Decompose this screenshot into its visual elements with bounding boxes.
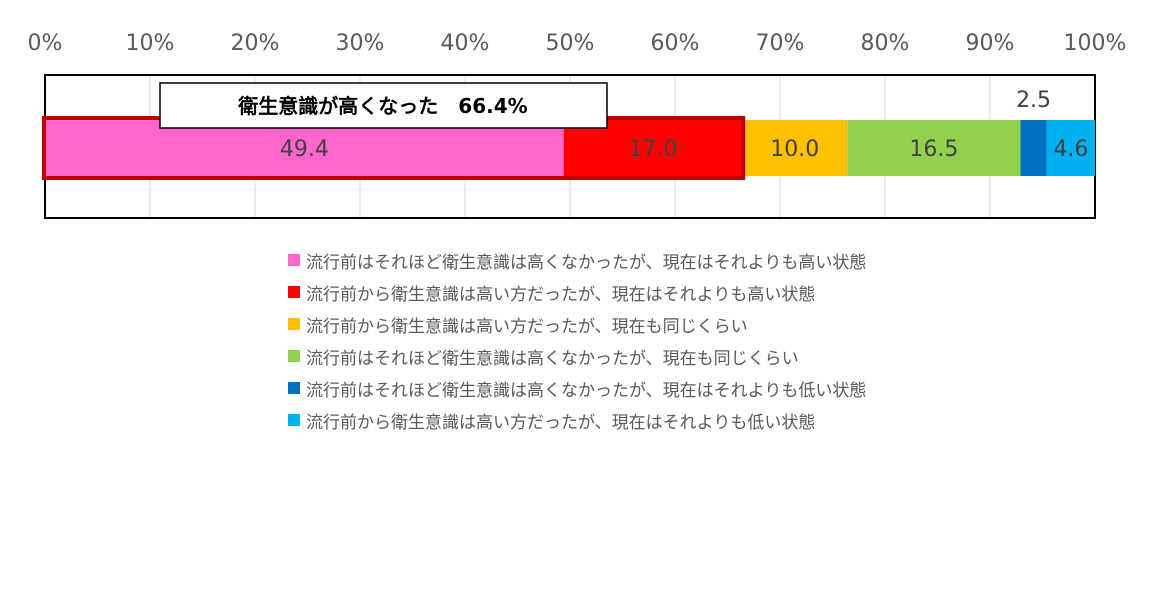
x-tick-label: 80%: [861, 31, 910, 56]
annotation-text: 衛生意識が高くなった 66.4%: [237, 94, 527, 118]
x-tick-label: 50%: [546, 31, 595, 56]
x-tick-label: 60%: [651, 31, 700, 56]
bar-segment: [1020, 120, 1047, 176]
bar-segments: [45, 120, 1095, 176]
legend-swatch: [288, 286, 300, 298]
legend-swatch: [288, 254, 300, 266]
legend-label: 流行前はそれほど衛生意識は高くなかったが、現在はそれよりも高い状態: [306, 252, 867, 273]
data-label: 17.0: [628, 137, 677, 162]
bar-segment: [742, 120, 848, 176]
legend-label: 流行前はそれほど衛生意識は高くなかったが、現在も同じくらい: [306, 348, 799, 369]
x-tick-label: 0%: [28, 31, 63, 56]
x-tick-label: 40%: [441, 31, 490, 56]
bar-segment: [847, 120, 1021, 176]
data-label: 49.4: [280, 137, 329, 162]
legend-item: 流行前から衛生意識は高い方だったが、現在はそれよりも高い状態: [288, 276, 866, 308]
annotation-box: [159, 82, 608, 129]
x-axis-tick-labels: 0% 10% 20% 30% 40% 50% 60% 70% 80% 90% 100%: [28, 31, 1127, 56]
legend-swatch: [288, 350, 300, 362]
bar-segment: [45, 120, 564, 176]
data-label: 4.6: [1053, 137, 1088, 162]
legend: 流行前はそれほど衛生意識は高くなかったが、現在はそれよりも高い状態 流行前から衛生…: [288, 244, 866, 436]
bar-segment: [563, 120, 743, 176]
x-tick-label: 90%: [966, 31, 1015, 56]
annotation-callout: 衛生意識が高くなった 66.4%: [159, 82, 608, 129]
x-tick-label: 30%: [336, 31, 385, 56]
x-tick-label: 100%: [1064, 31, 1127, 56]
legend-item: 流行前はそれほど衛生意識は高くなかったが、現在も同じくらい: [288, 340, 866, 372]
bar-segment: [1046, 120, 1095, 176]
legend-swatch: [288, 382, 300, 394]
data-label: 2.5: [1016, 88, 1051, 113]
x-tick-label: 10%: [126, 31, 175, 56]
legend-item: 流行前から衛生意識は高い方だったが、現在はそれよりも低い状態: [288, 404, 866, 436]
x-tick-label: 70%: [756, 31, 805, 56]
legend-item: 流行前はそれほど衛生意識は高くなかったが、現在はそれよりも低い状態: [288, 372, 866, 404]
legend-swatch: [288, 414, 300, 426]
legend-label: 流行前から衛生意識は高い方だったが、現在はそれよりも高い状態: [306, 284, 816, 305]
x-tick-label: 20%: [231, 31, 280, 56]
legend-label: 流行前から衛生意識は高い方だったが、現在も同じくらい: [306, 316, 748, 337]
legend-swatch: [288, 318, 300, 330]
legend-item: 流行前はそれほど衛生意識は高くなかったが、現在はそれよりも高い状態: [288, 244, 866, 276]
value-labels: 49.4 17.0 10.0 16.5 2.54.6: [280, 88, 1088, 162]
data-label: 10.0: [770, 137, 819, 162]
legend-label: 流行前はそれほど衛生意識は高くなかったが、現在はそれよりも低い状態: [306, 380, 867, 401]
legend-item: 流行前から衛生意識は高い方だったが、現在も同じくらい: [288, 308, 866, 340]
legend-label: 流行前から衛生意識は高い方だったが、現在はそれよりも低い状態: [306, 412, 816, 433]
data-label: 16.5: [909, 137, 958, 162]
